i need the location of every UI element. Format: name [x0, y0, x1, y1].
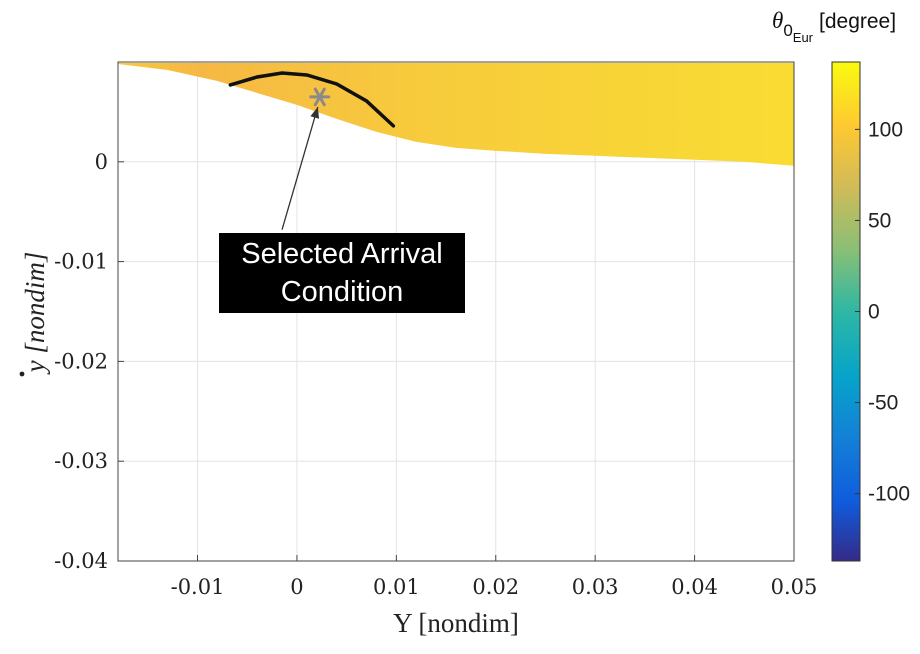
colorbar-title: θ0Eur [degree] [772, 8, 896, 45]
x-tick-label: -0.01 [171, 575, 225, 599]
x-tick-label: 0.05 [771, 575, 818, 599]
colorbar-ticks: 100 50 0 -50 -100 [855, 118, 910, 506]
annotation-box: Selected Arrival Condition [219, 233, 465, 313]
y-tick-label: 0 [95, 150, 108, 174]
annotation-line-1: Selected Arrival [241, 238, 443, 270]
x-axis-ticks: -0.01 0 0.01 0.02 0.03 0.04 0.05 [171, 555, 818, 599]
colorbar-tick-label: 50 [868, 209, 891, 232]
x-tick-label: 0.03 [572, 575, 619, 599]
colorbar-title-symbol: θ [772, 8, 783, 33]
annotation-arrow [281, 106, 319, 230]
x-tick-label: 0.02 [472, 575, 519, 599]
colorbar-title-unit: [degree] [819, 10, 896, 33]
x-tick-label: 0.01 [373, 575, 420, 599]
selected-point-marker [309, 87, 331, 107]
y-tick-label: -0.01 [54, 250, 108, 274]
x-tick-label: 0.04 [671, 575, 718, 599]
colorbar-title-sub: 0 [783, 21, 792, 40]
colorbar-tick-label: 0 [868, 301, 880, 324]
y-axis-ticks: 0 -0.01 -0.02 -0.03 -0.04 [54, 150, 124, 573]
y-tick-label: -0.03 [54, 449, 108, 473]
y-dot-accent [19, 371, 25, 377]
colorbar-tick-label: 100 [868, 118, 903, 141]
y-tick-label: -0.02 [54, 349, 108, 373]
annotation-line-2: Condition [280, 276, 404, 308]
colorbar-tick-label: -50 [868, 392, 898, 415]
plot-frame [117, 61, 795, 562]
y-tick-label: -0.04 [54, 549, 108, 573]
arrival-curve [228, 71, 396, 128]
feasible-region [118, 62, 794, 166]
colorbar-title-subsub: Eur [793, 30, 814, 45]
x-axis-title: Y [nondim] [393, 608, 519, 638]
y-axis-title-group: y [nondim] [19, 252, 50, 377]
annotation-arrowhead [310, 106, 320, 119]
x-tick-label: 0 [290, 575, 303, 599]
y-axis-title: y [nondim] [20, 252, 50, 376]
colorbar-tick-label: -100 [868, 483, 910, 506]
marker-arm-d2 [313, 87, 326, 107]
